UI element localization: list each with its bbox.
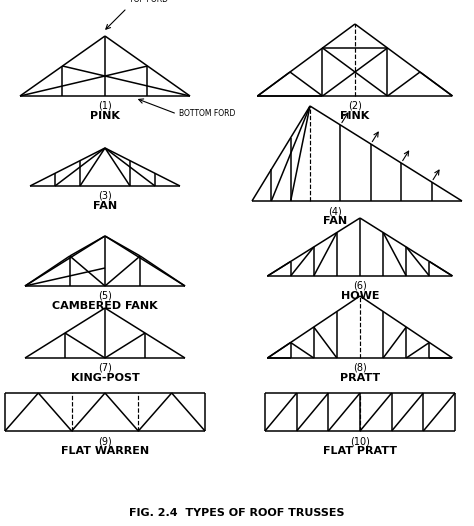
Text: (7): (7) <box>98 363 112 373</box>
Text: (4): (4) <box>328 206 342 216</box>
Text: (10): (10) <box>350 436 370 446</box>
Text: CAMBERED FANK: CAMBERED FANK <box>52 301 158 311</box>
Text: FAN: FAN <box>93 201 117 211</box>
Text: (9): (9) <box>98 436 112 446</box>
Text: PINK: PINK <box>90 111 120 121</box>
Text: FIG. 2.4  TYPES OF ROOF TRUSSES: FIG. 2.4 TYPES OF ROOF TRUSSES <box>129 508 345 518</box>
Text: (2): (2) <box>348 101 362 111</box>
Text: FLAT WARREN: FLAT WARREN <box>61 446 149 456</box>
Text: KING-POST: KING-POST <box>71 373 139 383</box>
Text: TOP FORD: TOP FORD <box>129 0 168 4</box>
Text: (3): (3) <box>98 191 112 201</box>
Text: (1): (1) <box>98 101 112 111</box>
Text: PRATT: PRATT <box>340 373 380 383</box>
Text: (6): (6) <box>353 281 367 291</box>
Text: FLAT PRATT: FLAT PRATT <box>323 446 397 456</box>
Text: FINK: FINK <box>340 111 370 121</box>
Text: (8): (8) <box>353 363 367 373</box>
Text: FAN: FAN <box>323 216 347 226</box>
Text: HOWE: HOWE <box>341 291 379 301</box>
Text: (5): (5) <box>98 291 112 301</box>
Text: BOTTOM FORD: BOTTOM FORD <box>179 109 236 118</box>
